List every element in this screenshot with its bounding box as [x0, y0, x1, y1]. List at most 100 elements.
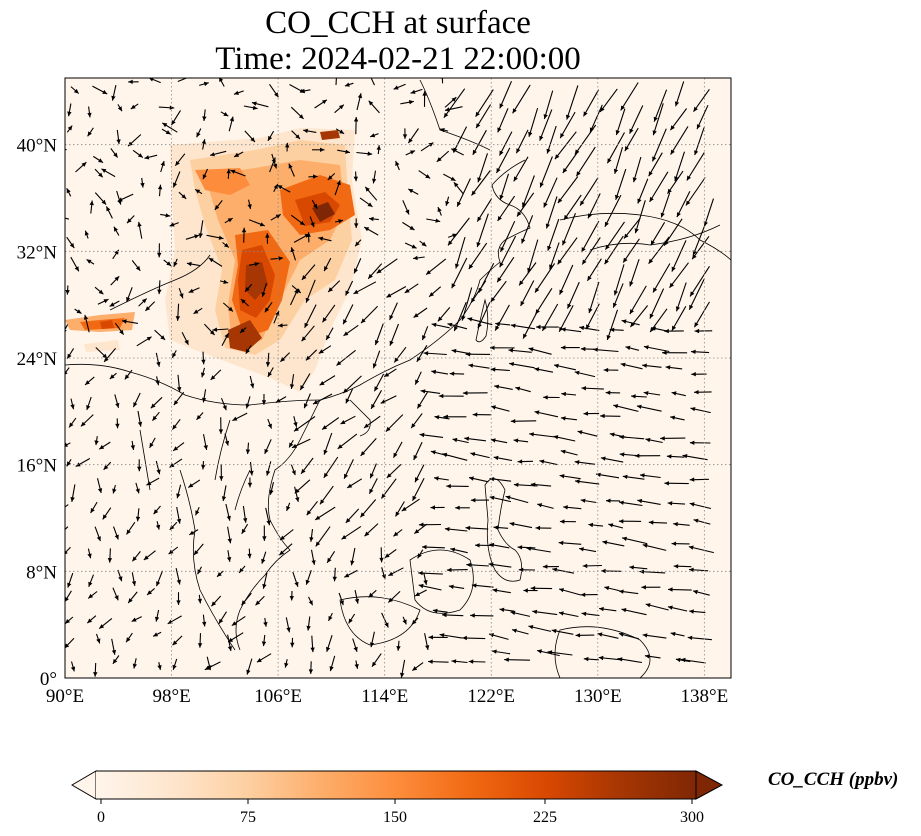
wind-arrow-head [408, 100, 414, 105]
wind-arrow-shaft [499, 80, 513, 109]
wind-arrow-head [143, 555, 149, 560]
wind-arrow-head [93, 672, 98, 677]
wind-arrow-head [278, 323, 283, 328]
wind-arrow-head [466, 562, 471, 568]
wind-arrow-head [364, 227, 370, 232]
wind-arrow-head [119, 329, 124, 335]
concentration-field [65, 128, 362, 392]
wind-arrow-head [517, 459, 523, 464]
wind-arrow-head [247, 204, 252, 209]
wind-arrow-head [462, 390, 468, 396]
wind-arrow-shaft [693, 88, 710, 113]
wind-arrow-head [497, 216, 502, 221]
wind-arrow-head [315, 541, 321, 547]
wind-arrow-head [126, 529, 131, 535]
wind-arrow-head [354, 223, 359, 228]
wind-arrow-shaft [547, 218, 560, 251]
wind-arrow-head [327, 557, 332, 563]
wind-arrow-shaft [563, 194, 582, 221]
wind-arrow-head [305, 355, 311, 361]
wind-arrow-head [367, 151, 373, 156]
wind-arrow-head [620, 362, 626, 367]
wind-arrow-head [604, 259, 609, 265]
wind-arrow-head [604, 221, 609, 227]
wind-arrow-head [323, 449, 328, 455]
wind-arrow-head [637, 198, 642, 204]
wind-arrow-head [169, 222, 175, 227]
wind-arrow-head [173, 400, 179, 406]
wind-arrow-head [218, 618, 224, 624]
wind-arrow-head [162, 122, 168, 128]
wind-arrow-head [689, 440, 695, 445]
wind-arrow-head [96, 536, 101, 542]
wind-arrow-head [588, 213, 592, 219]
wind-arrow-head [266, 470, 271, 476]
wind-arrow-head [197, 643, 203, 648]
wind-arrow-head [308, 669, 314, 674]
wind-arrow-head [400, 672, 405, 678]
wind-arrow-head [247, 482, 253, 488]
wind-arrow-head [660, 436, 665, 441]
lon-tick-label: 114°E [361, 686, 408, 707]
wind-arrow-head [621, 319, 627, 324]
wind-arrow-head [369, 488, 374, 494]
wind-arrow-head [449, 371, 455, 376]
wind-arrow-head [532, 609, 538, 615]
wind-arrow-head [562, 168, 568, 173]
wind-arrow-head [241, 227, 247, 233]
wind-arrow-head [547, 650, 553, 655]
wind-arrow-head [435, 218, 441, 223]
wind-arrow-head [131, 581, 137, 586]
wind-arrow-head [115, 423, 120, 429]
wind-arrow-head [629, 309, 634, 315]
wind-arrow-head [347, 483, 353, 488]
wind-arrow-head [404, 288, 410, 293]
wind-arrow-head [671, 391, 677, 396]
wind-arrow-head [188, 483, 194, 488]
wind-arrow-shaft [559, 264, 574, 295]
wind-arrow-head [214, 205, 220, 210]
wind-arrow-head [431, 322, 437, 328]
wind-arrow-head [311, 560, 316, 565]
wind-arrow-head [344, 82, 350, 87]
wind-arrow-head [196, 415, 202, 420]
wind-arrow-head [65, 550, 68, 555]
wind-arrow-shaft [675, 282, 687, 312]
wind-arrow-head [267, 371, 272, 377]
wind-arrow-head [468, 264, 474, 270]
wind-arrow-head [275, 214, 281, 219]
wind-arrow-head [328, 615, 333, 621]
wind-arrow-head [360, 512, 365, 518]
wind-arrow-head [165, 213, 171, 218]
wind-arrow-head [438, 393, 444, 399]
wind-arrow-shaft [499, 173, 510, 200]
wind-arrow-head [203, 445, 208, 450]
wind-arrow-shaft [604, 194, 622, 227]
wind-arrow-head [322, 425, 328, 430]
wind-arrow-head [310, 647, 315, 653]
wind-arrow-head [436, 157, 442, 162]
wind-arrow-head [294, 581, 299, 587]
wind-arrow-head [694, 390, 699, 395]
wind-arrow-head [336, 180, 341, 186]
wind-arrow-head [212, 327, 218, 332]
wind-arrow-head [315, 515, 321, 520]
wind-arrow-head [65, 596, 69, 602]
wind-arrow-head [517, 545, 523, 550]
wind-arrow-head [559, 474, 565, 479]
wind-arrow-head [126, 296, 131, 302]
wind-arrow-head [116, 139, 121, 145]
wind-arrow-head [410, 150, 415, 155]
wind-arrow-head [145, 306, 151, 311]
wind-arrow-head [194, 234, 200, 239]
wind-arrow-head [201, 464, 206, 470]
wind-arrow-head [451, 97, 457, 102]
wind-arrow-head [510, 419, 516, 424]
wind-arrow-head [415, 379, 420, 385]
wind-arrow-head [386, 473, 392, 478]
wind-arrow-head [530, 482, 536, 487]
wind-arrow-head [668, 587, 673, 592]
wind-arrow-head [470, 452, 476, 457]
wind-arrow-head [368, 273, 373, 279]
wind-arrow-head [154, 616, 160, 622]
